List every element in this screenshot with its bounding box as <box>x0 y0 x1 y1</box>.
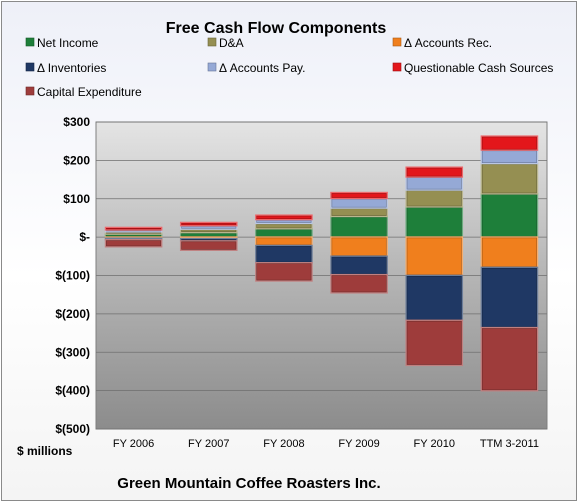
x-tick-label: FY 2006 <box>113 438 154 450</box>
bar-segment <box>331 216 387 237</box>
bar-segment <box>406 320 462 365</box>
bar-segment <box>256 229 312 237</box>
x-tick-label: FY 2010 <box>414 438 455 450</box>
bar-segment <box>406 177 462 190</box>
bar-segment <box>331 198 387 208</box>
legend: Net Income D&A Δ Accounts Rec. Δ Inventorie… <box>26 36 553 99</box>
bar-segment <box>481 328 537 391</box>
y-tick-label: $300 <box>63 115 90 129</box>
bar-segment <box>331 256 387 274</box>
bar-segment <box>406 276 462 321</box>
y-tick-label: $200 <box>63 153 90 167</box>
x-tick-label: TTM 3-2011 <box>480 438 539 450</box>
bar-segment <box>181 241 237 250</box>
bar-segment <box>481 136 537 150</box>
legend-swatch <box>26 87 34 95</box>
x-tick-label: FY 2007 <box>188 438 229 450</box>
bar-segment <box>406 207 462 237</box>
legend-label: Δ Inventories <box>37 61 106 75</box>
x-axis-ticks: FY 2006 FY 2007 FY 2008 FY 2009 FY 2010 TTM 3… <box>113 438 539 450</box>
bar-segment <box>481 150 537 163</box>
legend-swatch <box>26 38 34 46</box>
legend-swatch <box>208 38 216 46</box>
bar-segment <box>481 237 537 267</box>
company-name: Green Mountain Coffee Roasters Inc. <box>117 475 380 492</box>
legend-label: Δ Accounts Rec. <box>404 36 492 50</box>
y-tick-label: $100 <box>63 192 90 206</box>
legend-label: Net Income <box>37 36 99 50</box>
bar-segment <box>406 190 462 207</box>
y-tick-label: $(500) <box>55 422 90 436</box>
legend-label: Δ Accounts Pay. <box>219 61 306 75</box>
bar-segment <box>331 275 387 293</box>
legend-swatch <box>393 63 401 71</box>
legend-label: Capital Expenditure <box>37 85 142 99</box>
x-tick-label: FY 2009 <box>338 438 379 450</box>
y-tick-label: $(100) <box>55 269 90 283</box>
bar-segment <box>481 267 537 327</box>
legend-swatch <box>26 63 34 71</box>
y-axis-ticks: $300 $200 $100 $- $(100) $(200) $(300) $(400) $(… <box>55 115 90 436</box>
legend-swatch <box>393 38 401 46</box>
y-tick-label: $(300) <box>55 345 90 359</box>
y-tick-label: $(200) <box>55 307 90 321</box>
bar-segment <box>106 228 162 230</box>
legend-label: Questionable Cash Sources <box>404 61 553 75</box>
bar-segment <box>481 194 537 237</box>
chart-title: Free Cash Flow Components <box>166 20 387 37</box>
bar-segment <box>256 237 312 245</box>
legend-swatch <box>208 63 216 71</box>
bar-segment <box>181 223 237 226</box>
bar-segment <box>406 167 462 177</box>
y-tick-label: $- <box>79 230 90 244</box>
bar-segment <box>256 263 312 281</box>
legend-label: D&A <box>219 36 244 50</box>
bar-segment <box>331 237 387 256</box>
bar-segment <box>256 246 312 263</box>
y-tick-label: $(400) <box>55 384 90 398</box>
x-tick-label: FY 2008 <box>263 438 304 450</box>
bar-segment <box>406 237 462 275</box>
y-axis-units-label: $ millions <box>17 444 73 458</box>
bar-segment <box>331 208 387 216</box>
bar-segment <box>481 163 537 193</box>
